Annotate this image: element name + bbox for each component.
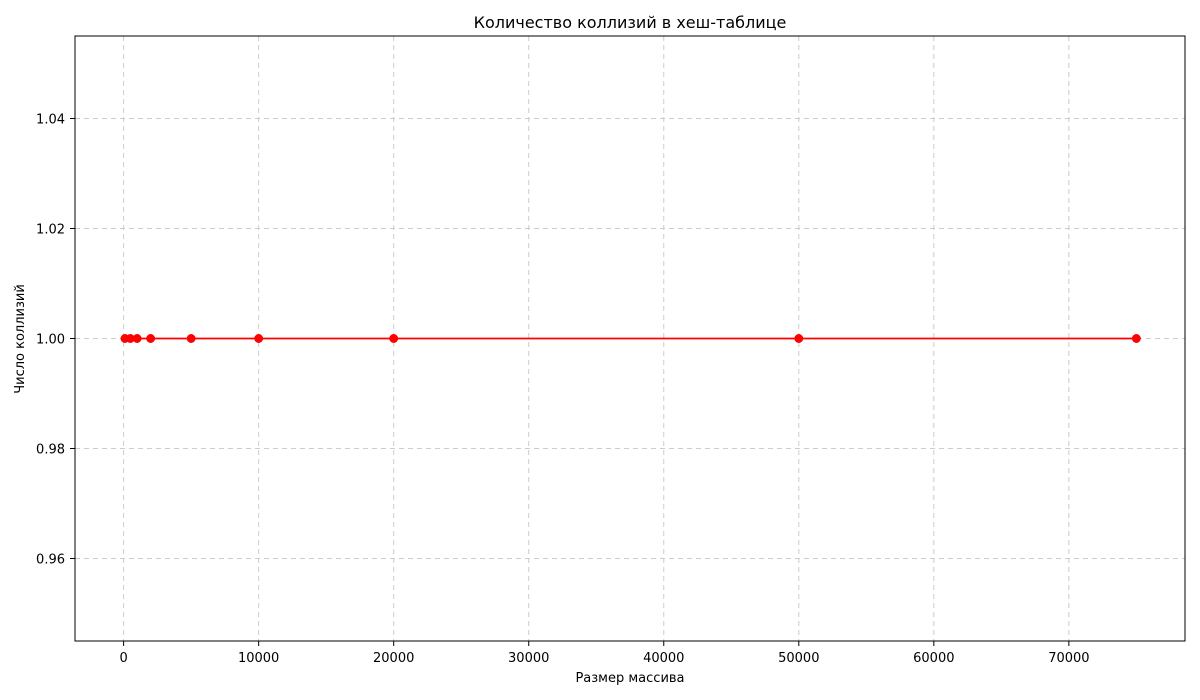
y-tick-label-0: 0.96 [36,553,65,568]
data-point-4 [186,334,196,343]
y-tick-label-1: 0.98 [36,443,65,458]
data-point-5 [254,334,264,343]
y-axis-label: Число коллизий [13,284,28,394]
axes-layer: 0 10000 20000 30000 40000 50000 60000 70000 0.96… [36,35,1186,666]
y-tick-label-2: 1.00 [36,333,65,348]
chart-title: Количество коллизий в хеш-таблице [474,13,787,32]
data-point-2 [132,334,142,343]
x-tick-label-1: 10000 [238,651,279,666]
x-tick-label-2: 20000 [373,651,414,666]
data-point-3 [146,334,156,343]
x-axis-label: Размер массива [575,671,684,686]
data-point-6 [389,334,399,343]
series-layer [120,334,1141,343]
y-tick-label-3: 1.02 [36,223,65,238]
x-tick-label-0: 0 [119,651,127,666]
x-tick-label-5: 50000 [778,651,819,666]
data-point-7 [794,334,804,343]
x-tick-label-3: 30000 [508,651,549,666]
x-tick-label-6: 60000 [913,651,954,666]
y-tick-label-4: 1.04 [36,113,65,128]
data-point-8 [1131,334,1141,343]
x-tick-label-4: 40000 [643,651,684,666]
x-tick-label-7: 70000 [1048,651,1089,666]
